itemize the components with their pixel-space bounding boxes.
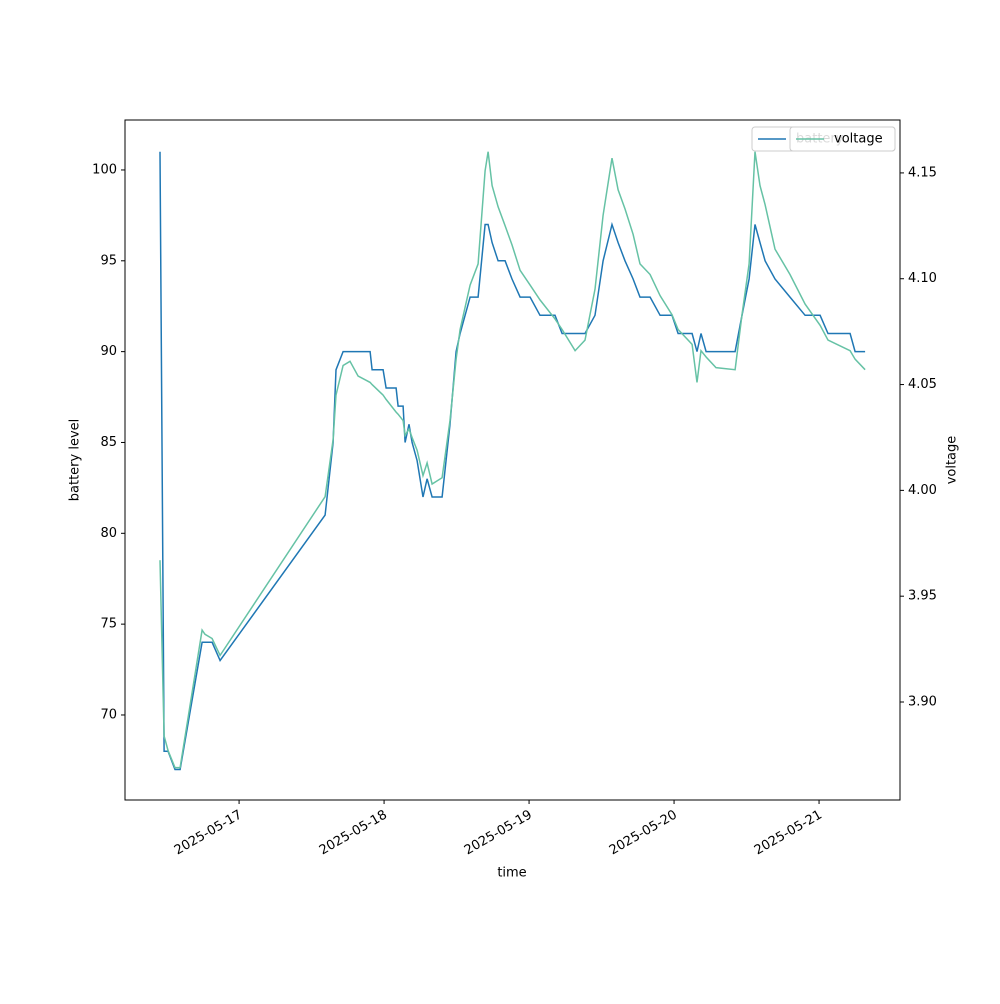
y2-tick-label: 4.15	[908, 165, 937, 180]
y-tick-label: 95	[100, 253, 117, 268]
y-tick-label: 70	[100, 707, 117, 722]
y-tick-label: 80	[100, 526, 117, 541]
y-tick-label: 100	[92, 162, 117, 177]
y-axis-label: battery level	[68, 419, 83, 502]
data-line	[159, 151, 866, 771]
y2-tick-label: 3.90	[908, 695, 937, 710]
y-tick-label: 90	[100, 344, 117, 359]
plot-frame	[124, 119, 901, 801]
legend-box	[789, 126, 896, 152]
y2-tick-label: 4.05	[908, 377, 937, 392]
y2-tick-label: 4.00	[908, 483, 937, 498]
y-tick-label: 75	[100, 617, 117, 632]
x-axis-label: time	[497, 866, 526, 881]
y-tick-label: 85	[100, 435, 117, 450]
data-line	[159, 151, 866, 769]
y2-axis-label: voltage	[945, 436, 960, 485]
y2-tick-label: 3.95	[908, 589, 937, 604]
legend-label: voltage	[834, 132, 883, 147]
y2-tick-label: 4.10	[908, 271, 937, 286]
